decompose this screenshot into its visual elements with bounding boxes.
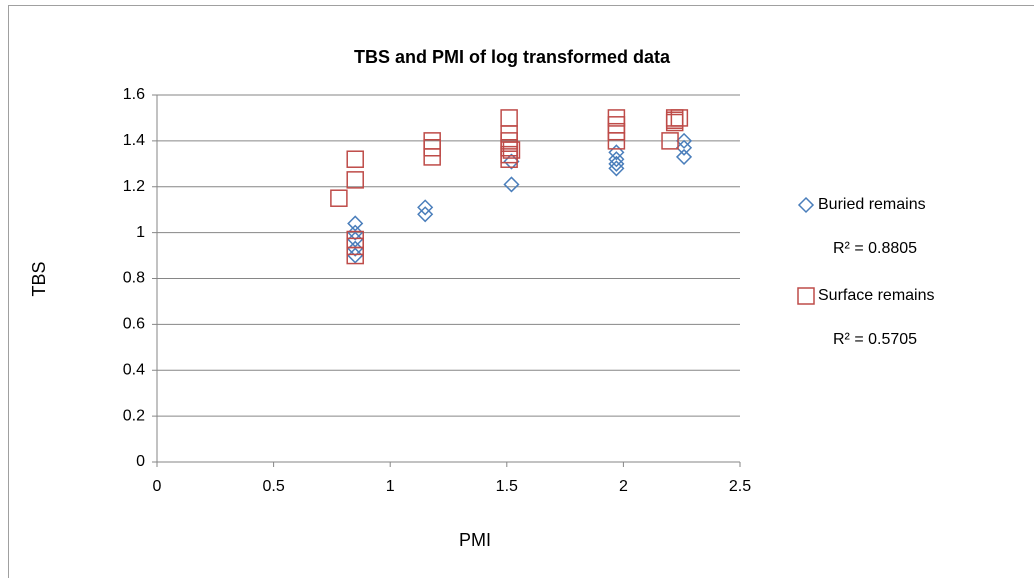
x-tick-label: 0.5	[262, 478, 284, 495]
y-tick-label: 0.8	[123, 270, 145, 287]
data-point	[608, 160, 625, 177]
data-point	[346, 246, 364, 265]
y-tick-label: 1	[136, 224, 145, 241]
data-point	[607, 122, 626, 141]
y-tick-label: 1.4	[123, 132, 145, 149]
data-point	[675, 139, 693, 156]
x-tick-label: 1	[386, 478, 395, 495]
y-axis-label: TBS	[29, 261, 49, 296]
data-point	[608, 144, 625, 161]
x-tick-label: 0	[153, 478, 162, 495]
data-point	[347, 224, 364, 241]
data-point	[346, 150, 364, 168]
data-point	[417, 206, 434, 223]
data-point	[347, 247, 364, 264]
data-point	[670, 109, 689, 127]
data-point	[423, 139, 441, 157]
data-point	[346, 237, 364, 256]
y-tick-label: 0.6	[123, 316, 145, 333]
legend-label: Surface remains	[818, 287, 935, 304]
data-point	[608, 155, 625, 172]
x-tick-label: 1.5	[496, 478, 518, 495]
data-point	[661, 132, 679, 150]
y-tick-label: 0.2	[123, 407, 145, 424]
legend-swatch	[797, 196, 815, 214]
data-point	[675, 132, 693, 149]
r-squared-label: R² = 0.5705	[833, 331, 917, 348]
data-point	[330, 189, 348, 207]
y-tick-label: 0.4	[123, 361, 145, 378]
data-point	[608, 151, 625, 168]
data-point	[346, 171, 364, 189]
y-tick-label: 1.2	[123, 178, 145, 195]
data-point	[347, 231, 364, 248]
data-point	[417, 199, 434, 216]
data-point	[347, 215, 364, 232]
chart-frame	[8, 5, 1034, 578]
data-point	[502, 141, 521, 159]
legend-label: Buried remains	[818, 196, 926, 213]
data-point	[503, 176, 520, 193]
y-tick-label: 0	[136, 453, 145, 470]
data-point	[423, 148, 441, 166]
data-point	[607, 132, 626, 150]
data-point	[347, 240, 364, 257]
x-axis-label: PMI	[459, 530, 491, 550]
y-tick-label: 1.6	[123, 86, 145, 103]
chart-title: TBS and PMI of log transformed data	[354, 47, 671, 67]
data-point	[675, 148, 693, 165]
x-tick-label: 2	[619, 478, 628, 495]
legend-swatch	[797, 287, 815, 305]
r-squared-label: R² = 0.8805	[833, 240, 917, 257]
x-tick-label: 2.5	[729, 478, 751, 495]
data-point	[500, 150, 518, 168]
data-point	[503, 153, 520, 170]
